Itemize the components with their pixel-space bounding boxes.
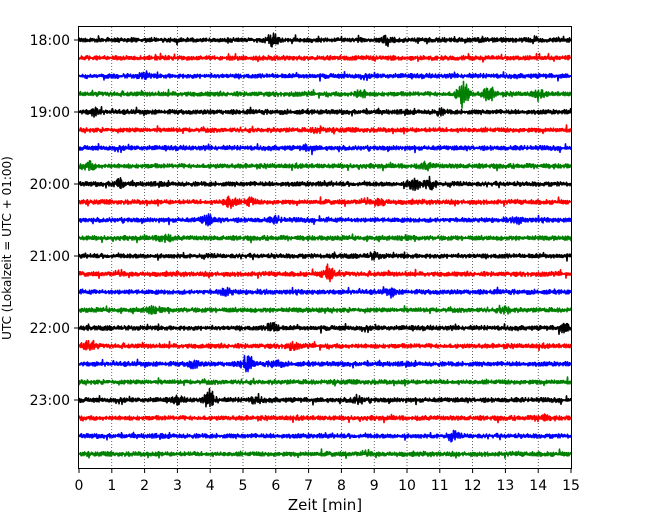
x-tick-label: 8 (337, 478, 346, 494)
x-tick-label: 14 (529, 478, 547, 494)
trace-1945 (78, 160, 572, 172)
trace-2130 (78, 286, 572, 299)
traces (78, 32, 572, 460)
x-tick-label: 10 (398, 478, 416, 494)
trace-1815 (78, 52, 572, 63)
x-tick-label: 1 (107, 478, 116, 494)
trace-2115 (78, 263, 572, 283)
y-tick-label: 19:00 (30, 105, 70, 121)
y-tick-label: 18:00 (30, 33, 70, 49)
trace-2215 (78, 339, 572, 352)
trace-1800 (78, 32, 572, 48)
x-tick-label: 0 (75, 478, 84, 494)
trace-2145 (78, 304, 572, 315)
trace-2045 (78, 233, 572, 244)
x-tick-label: 9 (370, 478, 379, 494)
trace-2315 (78, 413, 572, 424)
trace-1900 (78, 106, 572, 118)
trace-2000 (78, 175, 572, 192)
x-tick-label: 11 (431, 478, 449, 494)
trace-1845 (78, 80, 572, 109)
trace-2330 (78, 429, 572, 443)
y-tick-label: 21:00 (30, 249, 70, 265)
x-tick-label: 13 (496, 478, 514, 494)
x-axis: 0 1 2 3 4 5 6 7 8 9 10 11 12 13 14 15 (75, 468, 580, 494)
x-tick-label: 15 (562, 478, 580, 494)
y-axis: 18:00 19:00 20:00 21:00 22:00 23:00 (30, 33, 79, 409)
trace-1915 (78, 124, 572, 135)
y-tick-label: 23:00 (30, 393, 70, 409)
y-axis-label: UTC (Lokalzeit = UTC + 01:00) (0, 156, 14, 340)
plot-frame (78, 26, 572, 469)
x-tick-label: 3 (173, 478, 182, 494)
trace-2200 (78, 321, 572, 335)
x-axis-label: Zeit [min] (288, 496, 362, 514)
x-tick-label: 7 (304, 478, 313, 494)
trace-2030 (78, 213, 572, 227)
trace-2245 (78, 376, 572, 387)
trace-2015 (78, 195, 572, 210)
trace-2100 (78, 250, 572, 262)
x-tick-label: 12 (464, 478, 482, 494)
x-tick-label: 5 (239, 478, 248, 494)
trace-2345 (78, 448, 572, 460)
x-tick-label: 4 (206, 478, 215, 494)
y-tick-label: 22:00 (30, 321, 70, 337)
x-tick-label: 6 (271, 478, 280, 494)
trace-2230 (78, 354, 572, 373)
x-tick-label: 2 (140, 478, 149, 494)
trace-2300 (78, 387, 572, 408)
trace-1830 (78, 70, 572, 82)
y-tick-label: 20:00 (30, 177, 70, 193)
trace-1930 (78, 142, 572, 156)
